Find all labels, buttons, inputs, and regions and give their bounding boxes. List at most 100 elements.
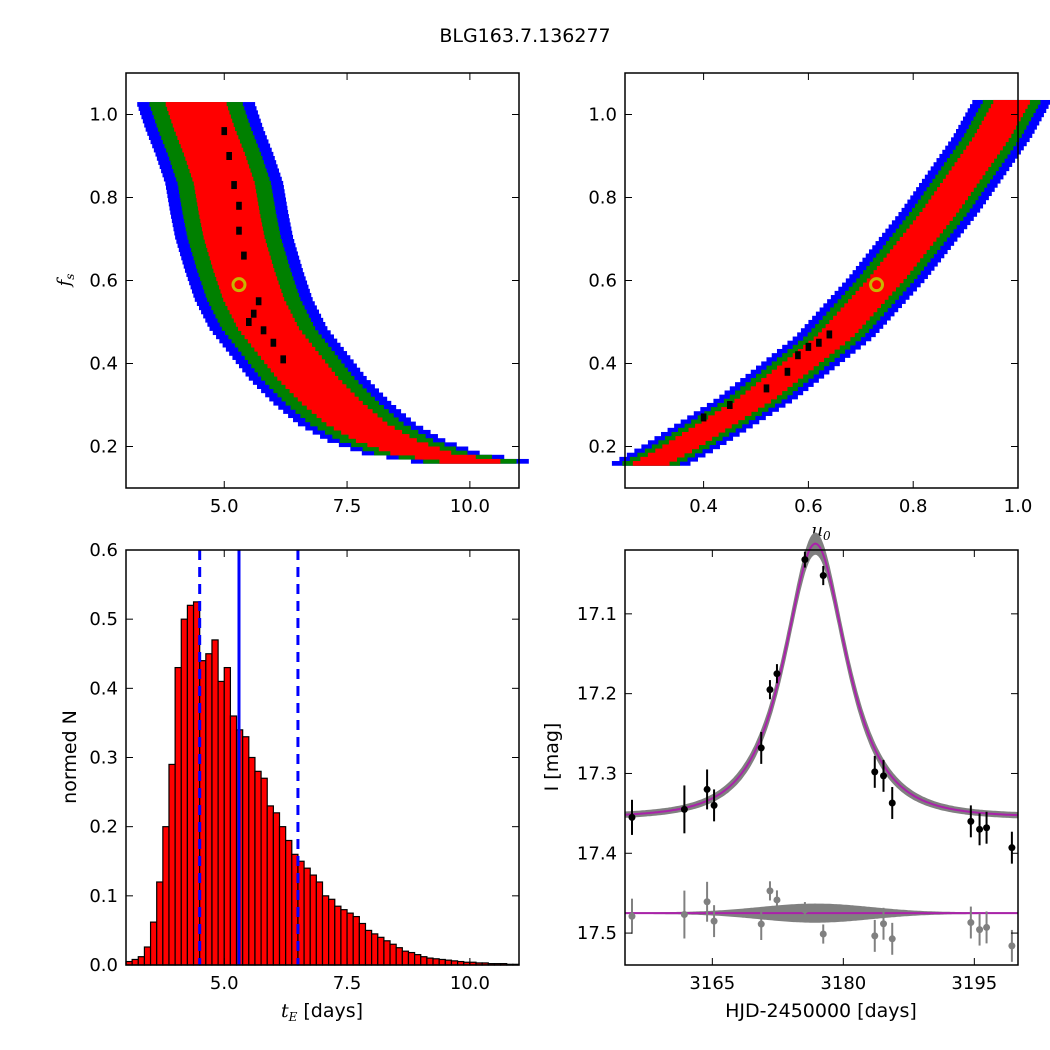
u0-fs-cell bbox=[808, 340, 846, 346]
u0-fs-cell bbox=[844, 303, 882, 309]
hist-bar-34 bbox=[334, 905, 342, 966]
te-fs-cell bbox=[167, 106, 229, 111]
lc-xtick-label-0: 3165 bbox=[689, 973, 735, 994]
figure-title: BLG163.7.136277 bbox=[439, 25, 610, 47]
hist-bar-35 bbox=[340, 909, 348, 966]
u0-fs-cell bbox=[668, 440, 706, 446]
u0-fs-core-cell-5 bbox=[816, 338, 822, 347]
te-fs-cell bbox=[233, 317, 295, 323]
te-fs-cell bbox=[196, 197, 258, 203]
hist-bar-14 bbox=[211, 639, 219, 966]
u0-fs-cell bbox=[708, 415, 745, 421]
residual-point-4 bbox=[757, 920, 765, 928]
te-fs-cell bbox=[333, 425, 395, 431]
u0-fs-cell bbox=[761, 378, 798, 383]
te-fs-xtick-label-2: 10.0 bbox=[450, 496, 490, 517]
plot-area-te-fs bbox=[137, 102, 529, 464]
xlabel-light-curve: HJD-2450000 [days] bbox=[725, 1000, 917, 1022]
lc-xtick-label-1: 3180 bbox=[820, 973, 866, 994]
u0-fs-core-cell-2 bbox=[763, 384, 770, 393]
residual-point-13 bbox=[976, 926, 984, 934]
xlabel-te-symbol: t bbox=[281, 1000, 289, 1022]
u0-fs-cell bbox=[782, 361, 819, 367]
u0-fs-cell bbox=[825, 324, 863, 329]
u0-fs-cell bbox=[714, 411, 752, 416]
hist-xtick-label-0: 5.0 bbox=[210, 973, 239, 994]
te-fs-cell bbox=[171, 118, 233, 124]
te-fs-cell bbox=[220, 288, 282, 294]
hist-bar-20 bbox=[248, 756, 256, 966]
u0-fs-cell bbox=[695, 423, 732, 429]
hist-ytick-label-0: 0.0 bbox=[89, 955, 118, 976]
plot-area-te-histogram bbox=[125, 550, 520, 966]
te-fs-cell bbox=[165, 102, 227, 107]
u0-fs-cell bbox=[776, 365, 814, 371]
te-fs-cell bbox=[229, 309, 291, 315]
te-fs-xtick-label-1: 7.5 bbox=[333, 496, 362, 517]
hist-bar-7 bbox=[168, 763, 176, 966]
data-point-3 bbox=[710, 801, 718, 809]
u0-fs-ytick-label-1: 0.4 bbox=[588, 354, 617, 375]
te-fs-cell bbox=[260, 355, 322, 360]
u0-fs-cell bbox=[787, 357, 825, 363]
panel-light-curve: 3165 3180 3195 17.1 17.2 17.3 17.4 17.5 HJD-245… bbox=[541, 532, 1019, 1022]
te-fs-cell bbox=[174, 126, 236, 132]
u0-fs-xtick-label-0: 0.4 bbox=[689, 496, 718, 517]
u0-fs-cell bbox=[803, 344, 840, 350]
te-fs-cell bbox=[293, 392, 355, 398]
residual-point-8 bbox=[819, 930, 827, 938]
te-fs-cell bbox=[201, 222, 263, 228]
data-point-0 bbox=[628, 813, 636, 821]
u0-fs-cell bbox=[647, 452, 685, 458]
u0-fs-cell bbox=[979, 124, 1016, 130]
hist-bar-6 bbox=[162, 826, 170, 966]
data-point-4 bbox=[757, 744, 765, 752]
u0-fs-cell bbox=[675, 436, 713, 441]
hist-bar-17 bbox=[229, 715, 238, 966]
data-point-9 bbox=[871, 768, 879, 776]
u0-fs-cell bbox=[866, 278, 904, 284]
hist-ytick-label-2: 0.2 bbox=[89, 817, 118, 838]
residual-point-9 bbox=[871, 932, 879, 940]
te-fs-ytick-label-1: 0.4 bbox=[89, 354, 118, 375]
xlabel-te-histogram: tE [days] bbox=[281, 1000, 363, 1024]
te-fs-cell bbox=[209, 255, 271, 261]
te-fs-cell bbox=[348, 434, 410, 439]
u0-fs-cell bbox=[899, 236, 937, 242]
u0-fs-cell bbox=[976, 129, 1014, 134]
u0-fs-cell bbox=[813, 336, 851, 342]
te-fs-cell bbox=[274, 371, 335, 377]
hist-bar-29 bbox=[303, 867, 311, 966]
te-fs-core-cell-8 bbox=[270, 338, 277, 347]
te-fs-cell bbox=[267, 363, 329, 369]
hist-ytick-label-5: 0.5 bbox=[89, 609, 118, 630]
residual-point-14 bbox=[983, 923, 991, 931]
model-curve bbox=[625, 542, 1019, 817]
te-fs-cell bbox=[301, 400, 363, 406]
te-fs-cell bbox=[188, 164, 250, 170]
te-fs-ytick-label-4: 1.0 bbox=[89, 105, 118, 126]
te-fs-cell bbox=[198, 209, 260, 215]
te-fs-cell bbox=[264, 359, 326, 365]
hist-xtick-label-1: 7.5 bbox=[333, 973, 362, 994]
te-fs-cell bbox=[168, 110, 230, 116]
te-fs-cell bbox=[231, 313, 293, 319]
hist-bar-31 bbox=[315, 881, 324, 966]
u0-fs-cell bbox=[986, 112, 1023, 118]
hist-bar-45 bbox=[401, 950, 410, 966]
u0-fs-cell bbox=[848, 299, 885, 304]
hist-bar-36 bbox=[346, 912, 354, 966]
data-point-13 bbox=[976, 825, 984, 833]
hist-bar-21 bbox=[254, 770, 262, 966]
te-fs-cell bbox=[183, 151, 245, 157]
u0-fs-ytick-label-4: 1.0 bbox=[588, 105, 617, 126]
u0-fs-cell bbox=[880, 261, 917, 267]
te-fs-cell bbox=[221, 292, 283, 298]
u0-fs-cell bbox=[889, 249, 927, 255]
te-fs-cell bbox=[316, 413, 378, 419]
data-point-15 bbox=[1008, 844, 1016, 852]
data-point-10 bbox=[880, 772, 888, 780]
te-fs-cell bbox=[195, 193, 257, 199]
te-fs-cell bbox=[254, 346, 316, 352]
te-fs-core-cell-5 bbox=[241, 251, 247, 260]
